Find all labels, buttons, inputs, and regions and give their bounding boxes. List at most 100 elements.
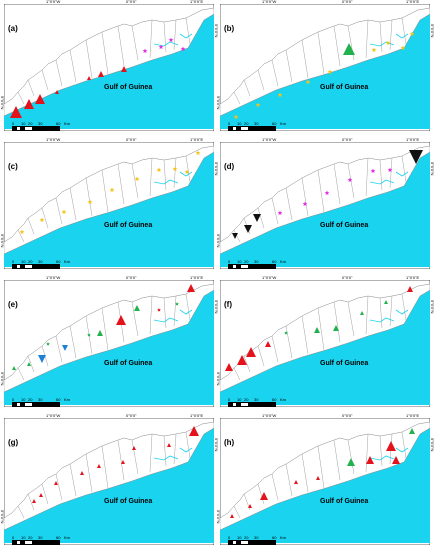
scale-tick: 10 [237, 397, 242, 402]
district-border [55, 197, 63, 225]
map-marker [366, 456, 374, 464]
map-canvas [4, 280, 214, 407]
map-marker [62, 345, 68, 351]
scale-segment [32, 540, 60, 545]
latitude-label-right: 5°0'0"N [430, 300, 435, 314]
district-border [401, 293, 407, 321]
map-marker [302, 201, 308, 206]
longitude-label: 1°0'0"E [190, 0, 204, 4]
district-border [85, 39, 93, 79]
district-border [271, 473, 279, 501]
district-border [285, 463, 293, 497]
latitude-label-left: 5°0'0"N [216, 372, 221, 386]
scale-tick: 0 [228, 121, 231, 126]
district-border [185, 431, 191, 459]
map-marker [87, 199, 93, 204]
lagoon [395, 309, 409, 315]
map-panel: (e) Gulf of Guinea 1°0'0"W 0°0'0" 1°0'0"E 5°0… [0, 275, 219, 407]
district-border [271, 335, 279, 363]
district-border [379, 435, 383, 467]
district-border [173, 19, 177, 51]
gulf-label: Gulf of Guinea [104, 222, 153, 229]
sea-area [4, 290, 214, 405]
map-marker [400, 45, 406, 50]
longitude-label: 1°0'0"W [262, 413, 277, 418]
district-border [69, 463, 77, 497]
latitude-label-left: 5°0'0"N [0, 96, 5, 110]
lagoon [179, 171, 193, 177]
district-border [185, 293, 191, 321]
map-marker [195, 150, 201, 155]
map-marker [35, 94, 45, 104]
scale-tick: 30 [254, 397, 259, 402]
gulf-label: Gulf of Guinea [320, 84, 369, 91]
map-marker [360, 311, 364, 315]
district-border [17, 91, 25, 105]
scale-tick: 30 [254, 259, 259, 264]
scale-tick: 20 [244, 535, 249, 540]
district-border [173, 295, 177, 327]
map-marker [409, 150, 423, 164]
district-border [257, 207, 265, 229]
latitude-label-right: 5°0'0"N [214, 300, 219, 314]
map-marker [121, 66, 127, 72]
map-marker [371, 47, 377, 52]
district-border [333, 163, 341, 205]
map-marker [87, 333, 91, 337]
latitude-label-left: 5°0'0"N [216, 234, 221, 248]
scale-tick: 60 [56, 397, 61, 402]
map-marker [32, 499, 36, 503]
map-marker [97, 464, 101, 468]
map-marker [80, 471, 84, 475]
map-marker [253, 214, 261, 222]
longitude-label: 0°0'0" [342, 275, 353, 280]
district-border [379, 159, 383, 191]
district-border [233, 505, 241, 519]
map-marker [387, 167, 393, 172]
scale-tick: 30 [38, 535, 43, 540]
map-marker [305, 79, 311, 84]
scale-tick: 30 [254, 535, 259, 540]
district-border [347, 439, 355, 475]
longitude-label: 1°0'0"E [190, 413, 204, 418]
map-marker [189, 426, 199, 436]
map-marker [180, 46, 186, 51]
sea-area [220, 428, 430, 543]
map-marker [347, 177, 353, 182]
latitude-label-right: 5°0'0"N [430, 162, 435, 176]
map-marker [316, 476, 320, 480]
district-border [389, 295, 393, 327]
district-border [401, 155, 407, 183]
district-border [117, 163, 125, 205]
scale-tick: 0 [228, 259, 231, 264]
scale-segment [32, 264, 60, 269]
map-panel: (f) Gulf of Guinea 1°0'0"W 0°0'0" 1°0'0"E 5°0… [216, 275, 435, 407]
scale-tick: 30 [38, 121, 43, 126]
district-border [163, 159, 167, 191]
district-border [389, 19, 393, 51]
map-marker [225, 363, 233, 371]
lagoon [395, 33, 409, 39]
lagoon [153, 41, 179, 47]
scale-tick: 60 [272, 121, 277, 126]
scale-segment [32, 402, 60, 407]
scale-segment [248, 264, 276, 269]
scale-unit: Km [64, 535, 70, 540]
map-canvas [220, 142, 430, 269]
map-marker [97, 330, 103, 336]
map-canvas [4, 142, 214, 269]
lagoon [395, 171, 409, 177]
scale-tick: 60 [272, 397, 277, 402]
lagoon [395, 447, 409, 453]
longitude-label: 0°0'0" [342, 137, 353, 142]
scale-tick: 10 [237, 121, 242, 126]
lagoon [153, 179, 179, 185]
district-border [233, 91, 241, 105]
district-border [55, 335, 63, 363]
longitude-label: 1°0'0"W [46, 137, 61, 142]
map-marker [55, 90, 59, 94]
district-border [333, 301, 341, 343]
latitude-label-right: 5°0'0"N [214, 438, 219, 452]
map-marker [284, 331, 288, 335]
map-marker [142, 48, 148, 53]
